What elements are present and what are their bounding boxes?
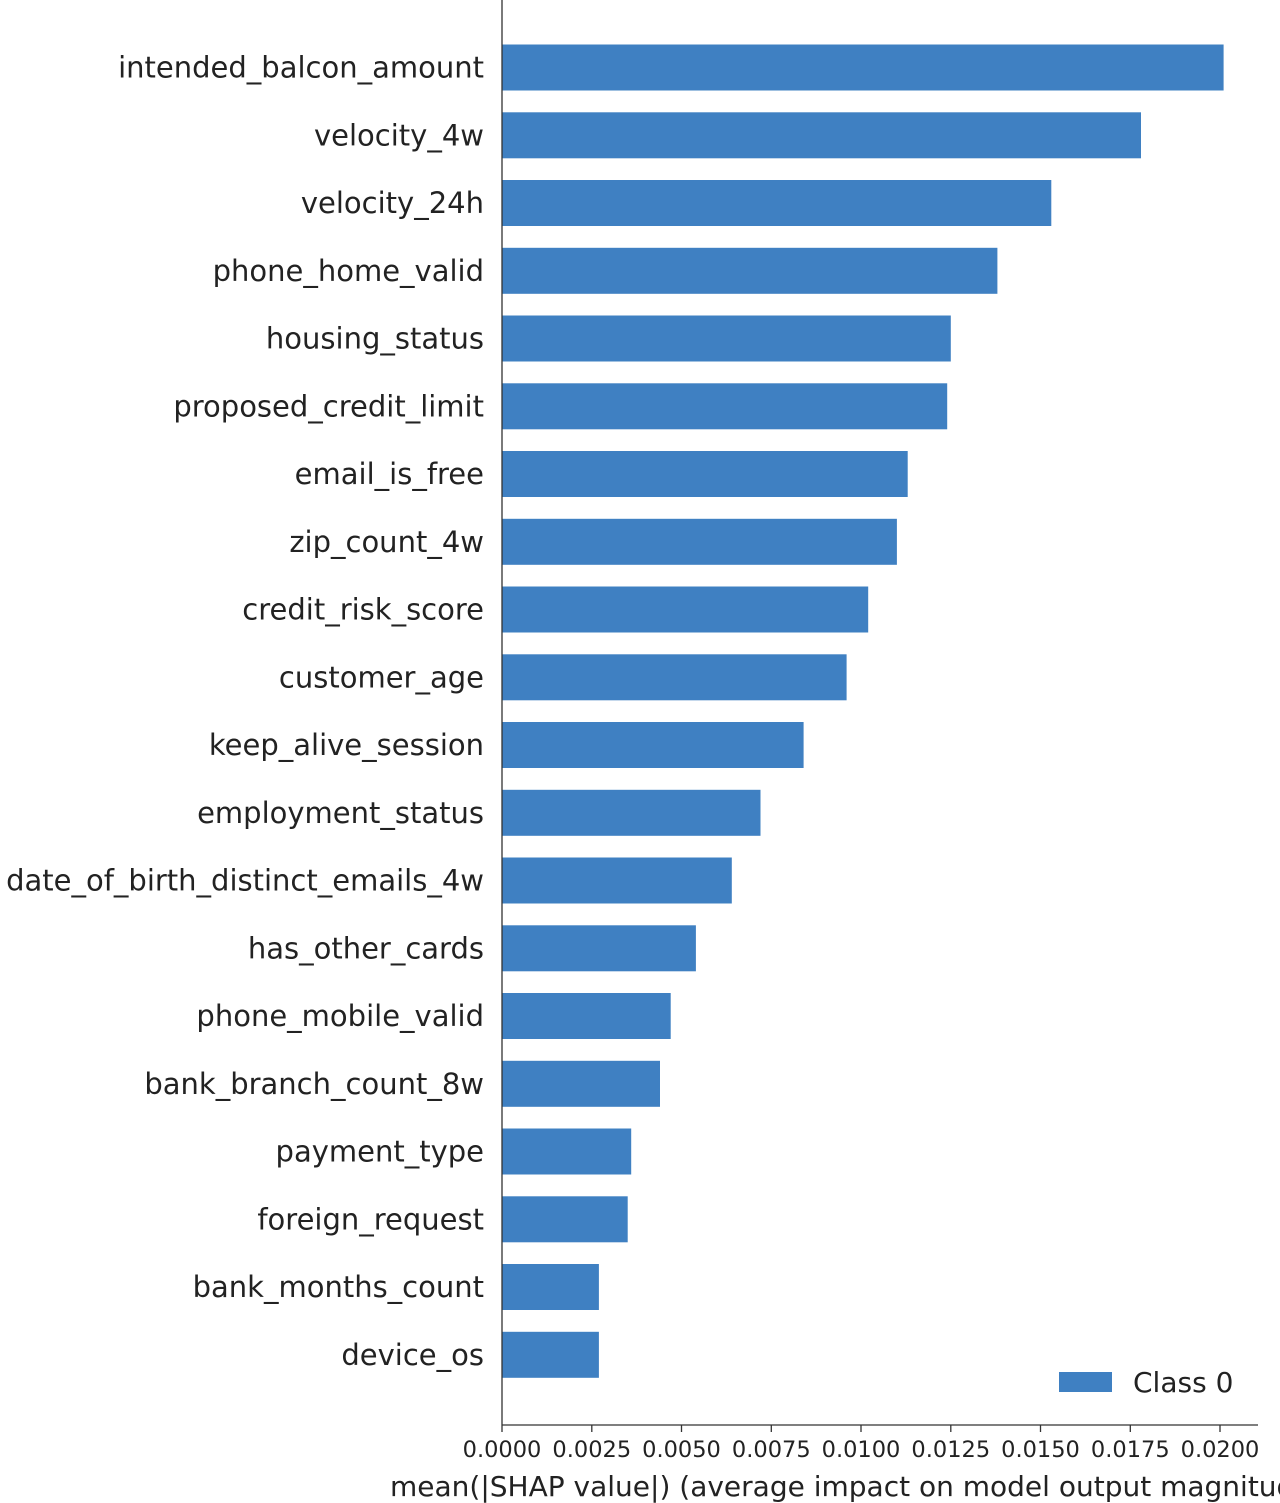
category-label: customer_age (279, 660, 484, 694)
x-tick-label: 0.0050 (642, 1437, 721, 1463)
x-tick-label: 0.0200 (1181, 1437, 1260, 1463)
category-label: payment_type (276, 1135, 484, 1169)
category-label: phone_home_valid (213, 254, 484, 288)
bar-zip-count-4w (502, 518, 897, 565)
category-label: foreign_request (257, 1202, 484, 1236)
x-tick-label: 0.0000 (463, 1437, 542, 1463)
category-label: employment_status (197, 796, 484, 830)
category-label: intended_balcon_amount (118, 51, 484, 85)
bar-employment-status (502, 789, 761, 836)
x-tick-label: 0.0150 (1001, 1437, 1080, 1463)
category-label: velocity_24h (301, 186, 484, 220)
category-label: phone_mobile_valid (196, 999, 484, 1033)
category-label: date_of_birth_distinct_emails_4w (6, 864, 484, 898)
bar-device-os (502, 1331, 599, 1378)
x-tick-label: 0.0100 (822, 1437, 901, 1463)
bar-phone-home-valid (502, 247, 998, 294)
bar-velocity-24h (502, 180, 1052, 226)
x-tick-label: 0.0025 (552, 1437, 631, 1463)
bar-bank-branch-count-8w (502, 1060, 660, 1107)
category-label: proposed_credit_limit (173, 389, 484, 423)
bars-group (502, 44, 1224, 1378)
x-tick-label: 0.0075 (732, 1437, 811, 1463)
bar-housing-status (502, 315, 951, 362)
category-label: housing_status (266, 322, 484, 356)
category-label: zip_count_4w (289, 525, 484, 559)
category-label: bank_branch_count_8w (144, 1067, 484, 1101)
category-label: email_is_free (295, 457, 484, 491)
bar-proposed-credit-limit (502, 383, 948, 430)
legend-swatch (1059, 1372, 1112, 1392)
category-label: credit_risk_score (242, 593, 484, 627)
category-label: bank_months_count (193, 1270, 484, 1304)
x-tick-label: 0.0175 (1091, 1437, 1170, 1463)
bar-payment-type (502, 1128, 632, 1175)
category-label: has_other_cards (248, 931, 484, 965)
x-ticks: 0.0000 0.0025 0.0050 0.0075 0.0100 0.0125 0.01… (463, 1425, 1260, 1463)
category-label: keep_alive_session (209, 728, 484, 762)
bar-credit-risk-score (502, 586, 869, 633)
x-tick-label: 0.0125 (911, 1437, 990, 1463)
bar-phone-mobile-valid (502, 993, 671, 1039)
bar-bank-months-count (502, 1264, 599, 1310)
bar-foreign-request (502, 1196, 628, 1243)
bar-date-of-birth-distinct-emails-4w (502, 857, 732, 904)
x-axis-label: mean(|SHAP value|) (average impact on mo… (390, 1470, 1280, 1503)
bar-velocity-4w (502, 112, 1141, 159)
bar-customer-age (502, 654, 847, 701)
category-label: device_os (341, 1338, 484, 1372)
bar-keep-alive-session (502, 722, 804, 768)
legend: Class 0 (1059, 1366, 1233, 1399)
bar-has-other-cards (502, 925, 696, 972)
legend-label: Class 0 (1133, 1366, 1233, 1399)
category-labels: intended_balcon_amount velocity_4wvelocit… (6, 51, 484, 1372)
bar-intended-balcon-amount (502, 44, 1224, 91)
category-label: velocity_4w (314, 118, 484, 152)
bar-email-is-free (502, 451, 908, 497)
